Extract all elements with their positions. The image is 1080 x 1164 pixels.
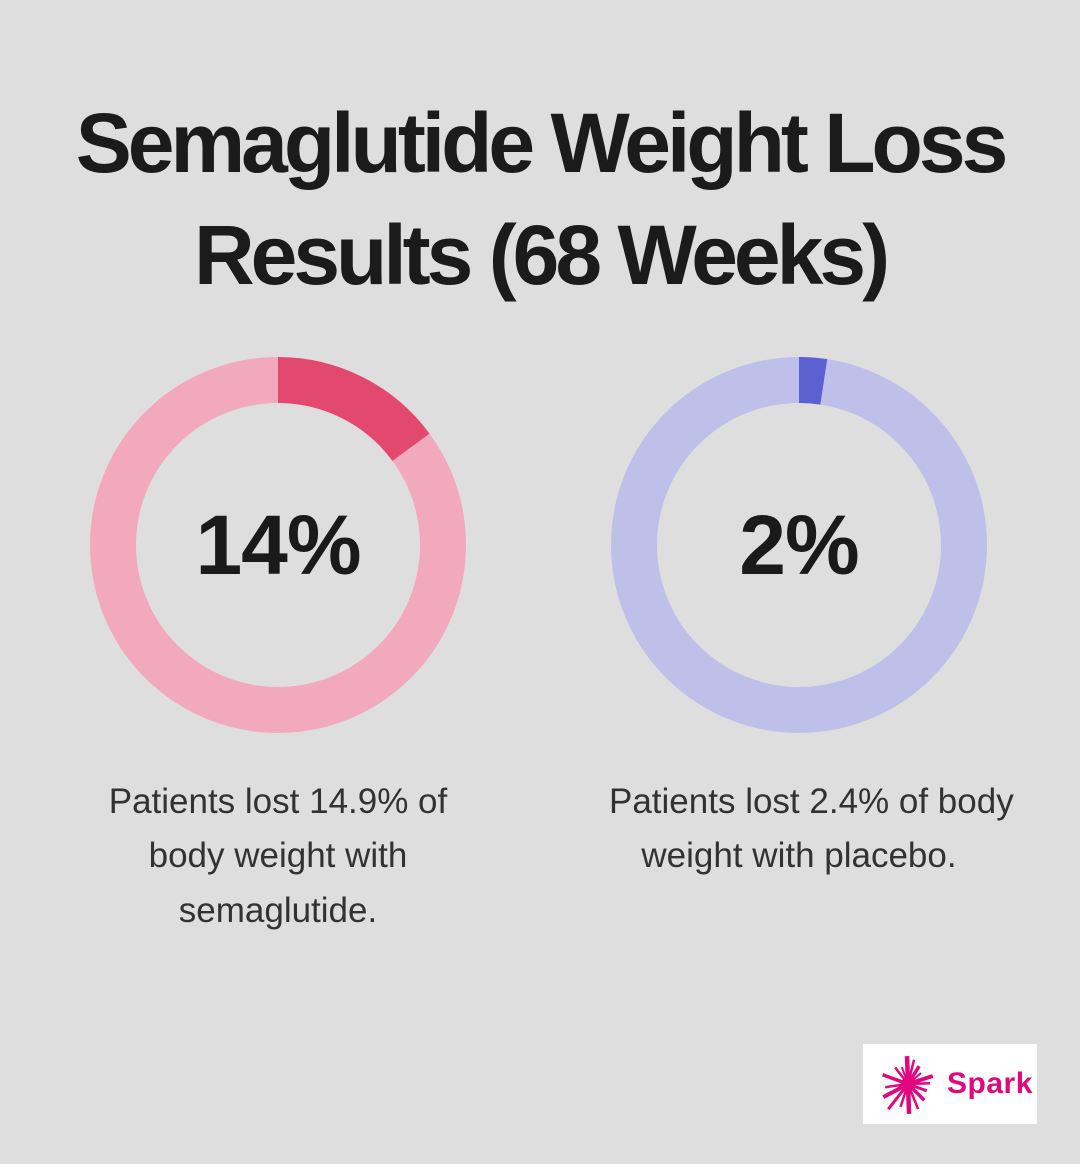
spark-logo: Spark	[863, 1044, 1037, 1124]
semaglutide-card: 14% Patients lost 14.9% of body weight w…	[88, 355, 468, 938]
semaglutide-caption: Patients lost 14.9% of body weight with …	[88, 775, 468, 938]
caption-line: weight with placebo.	[641, 836, 957, 876]
caption-line: Patients lost 14.9% of	[108, 782, 448, 821]
page-title-line2: Results (68 Weeks)	[193, 207, 890, 302]
donut-ring-placebo	[611, 357, 987, 733]
caption-line: Patients lost 2.4% of body	[609, 782, 1014, 821]
spark-logo-text: Spark	[947, 1067, 1033, 1100]
placebo-caption: Patients lost 2.4% of body weight with p…	[609, 775, 1014, 884]
donut-ring-semaglutide	[90, 357, 466, 733]
page-title-line1: Semaglutide Weight Loss	[75, 96, 1009, 190]
placebo-percent-label: 2%	[739, 497, 859, 592]
placebo-card: 2% Patients lost 2.4% of body weight wit…	[609, 355, 1014, 884]
semaglutide-donut-chart: 14%	[88, 355, 468, 735]
caption-line: body weight with	[148, 836, 408, 876]
spark-starburst-icon	[882, 1055, 934, 1115]
semaglutide-percent-label: 14%	[195, 497, 361, 592]
caption-line: semaglutide.	[178, 890, 378, 930]
placebo-donut-chart: 2%	[609, 355, 989, 735]
page-title: Semaglutide Weight Loss Results (68 Week…	[0, 88, 1080, 311]
